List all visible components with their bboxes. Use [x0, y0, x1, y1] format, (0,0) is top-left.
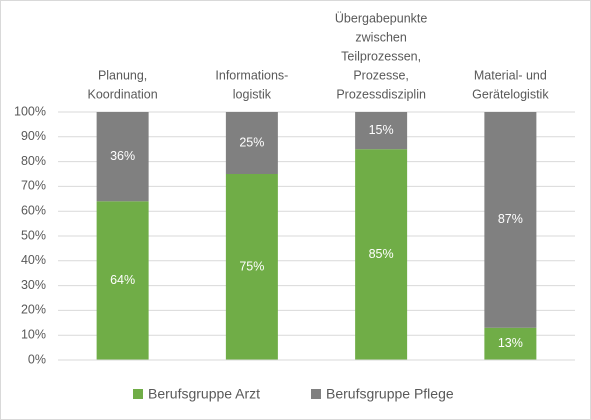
bar-segment	[355, 112, 408, 150]
x-tick-label: Teilprozessen,	[341, 49, 421, 63]
y-tick-label: 90%	[21, 129, 46, 143]
legend-label: Berufsgruppe Pflege	[326, 386, 454, 402]
y-tick-label: 80%	[21, 154, 46, 168]
x-tick-label: Planung,	[98, 68, 147, 82]
value-label: 85%	[369, 247, 394, 261]
legend-label: Berufsgruppe Arzt	[148, 386, 260, 402]
y-tick-label: 50%	[21, 228, 46, 242]
value-label: 25%	[239, 135, 264, 149]
x-tick-label: Material- und	[474, 68, 547, 82]
x-tick-label: Prozessdisziplin	[336, 87, 426, 101]
x-tick-label: Gerätelogistik	[472, 87, 549, 101]
x-tick-label: Prozesse,	[353, 68, 409, 82]
value-label: 64%	[110, 273, 135, 287]
y-tick-label: 40%	[21, 253, 46, 267]
bar-segment	[355, 149, 408, 360]
x-tick-label: Übergabepunkte	[335, 11, 427, 25]
bar-segment	[225, 112, 278, 174]
bar-segment	[96, 112, 149, 202]
value-label: 13%	[498, 336, 523, 350]
value-label: 15%	[369, 123, 394, 137]
y-tick-label: 100%	[14, 104, 46, 118]
legend-swatch	[311, 389, 321, 399]
y-tick-label: 20%	[21, 303, 46, 317]
x-tick-label: Informations-	[215, 68, 288, 82]
bar-segment	[484, 112, 537, 328]
legend-swatch	[133, 389, 143, 399]
x-tick-label: zwischen	[355, 30, 406, 44]
value-label: 36%	[110, 149, 135, 163]
y-tick-label: 10%	[21, 327, 46, 341]
x-tick-label: Koordination	[88, 87, 158, 101]
bar-segment	[484, 327, 537, 360]
y-tick-label: 0%	[28, 352, 46, 366]
value-label: 75%	[239, 259, 264, 273]
x-tick-label: logistik	[233, 87, 272, 101]
bar-segment	[225, 174, 278, 360]
value-label: 87%	[498, 212, 523, 226]
bar-segment	[96, 201, 149, 360]
y-tick-label: 70%	[21, 179, 46, 193]
y-tick-label: 30%	[21, 278, 46, 292]
y-tick-label: 60%	[21, 203, 46, 217]
